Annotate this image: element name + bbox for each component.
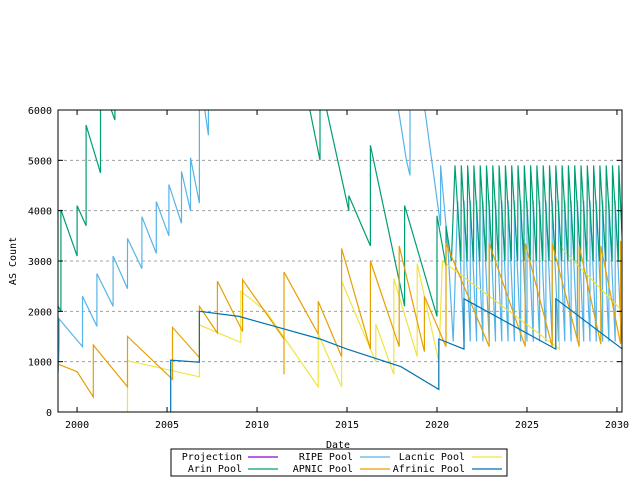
x-axis-label: Date [326,440,350,451]
x-tick-label: 2015 [335,420,359,431]
y-tick-label: 4000 [28,207,52,218]
series-line-apnic-pool [58,240,622,399]
legend-label: Arin Pool [188,464,242,475]
y-tick-label: 5000 [28,156,52,167]
series-line-afrinic-pool [170,297,622,412]
x-tick-label: 2000 [65,420,89,431]
y-axis-label: AS Count [8,237,19,285]
series-line-arin-pool [58,110,622,317]
x-tick-label: 2020 [425,420,449,431]
legend: Projection RIPE Pool Lacnic Pool Arin Pool A… [170,448,508,477]
legend-box [170,448,508,477]
legend-label: Projection [182,452,242,463]
series-layer [58,110,622,412]
y-tick-label: 1000 [28,358,52,369]
y-tick-label: 0 [46,408,52,419]
legend-label: Lacnic Pool [399,452,465,463]
y-tick-label: 6000 [28,106,52,117]
y-tick-label: 3000 [28,257,52,268]
x-tick-label: 2010 [245,420,269,431]
grid [58,159,622,363]
legend-label: Afrinic Pool [393,464,465,475]
series-line-lacnic-pool [126,244,622,412]
ticks: 0 1000 2000 3000 4000 5000 6000 2000 2005 2010 201… [28,106,629,431]
x-tick-label: 2005 [155,420,179,431]
x-tick-label: 2025 [515,420,539,431]
y-tick-label: 2000 [28,307,52,318]
legend-label: APNIC Pool [293,464,353,475]
x-tick-label: 2030 [605,420,629,431]
legend-label: RIPE Pool [299,452,353,463]
